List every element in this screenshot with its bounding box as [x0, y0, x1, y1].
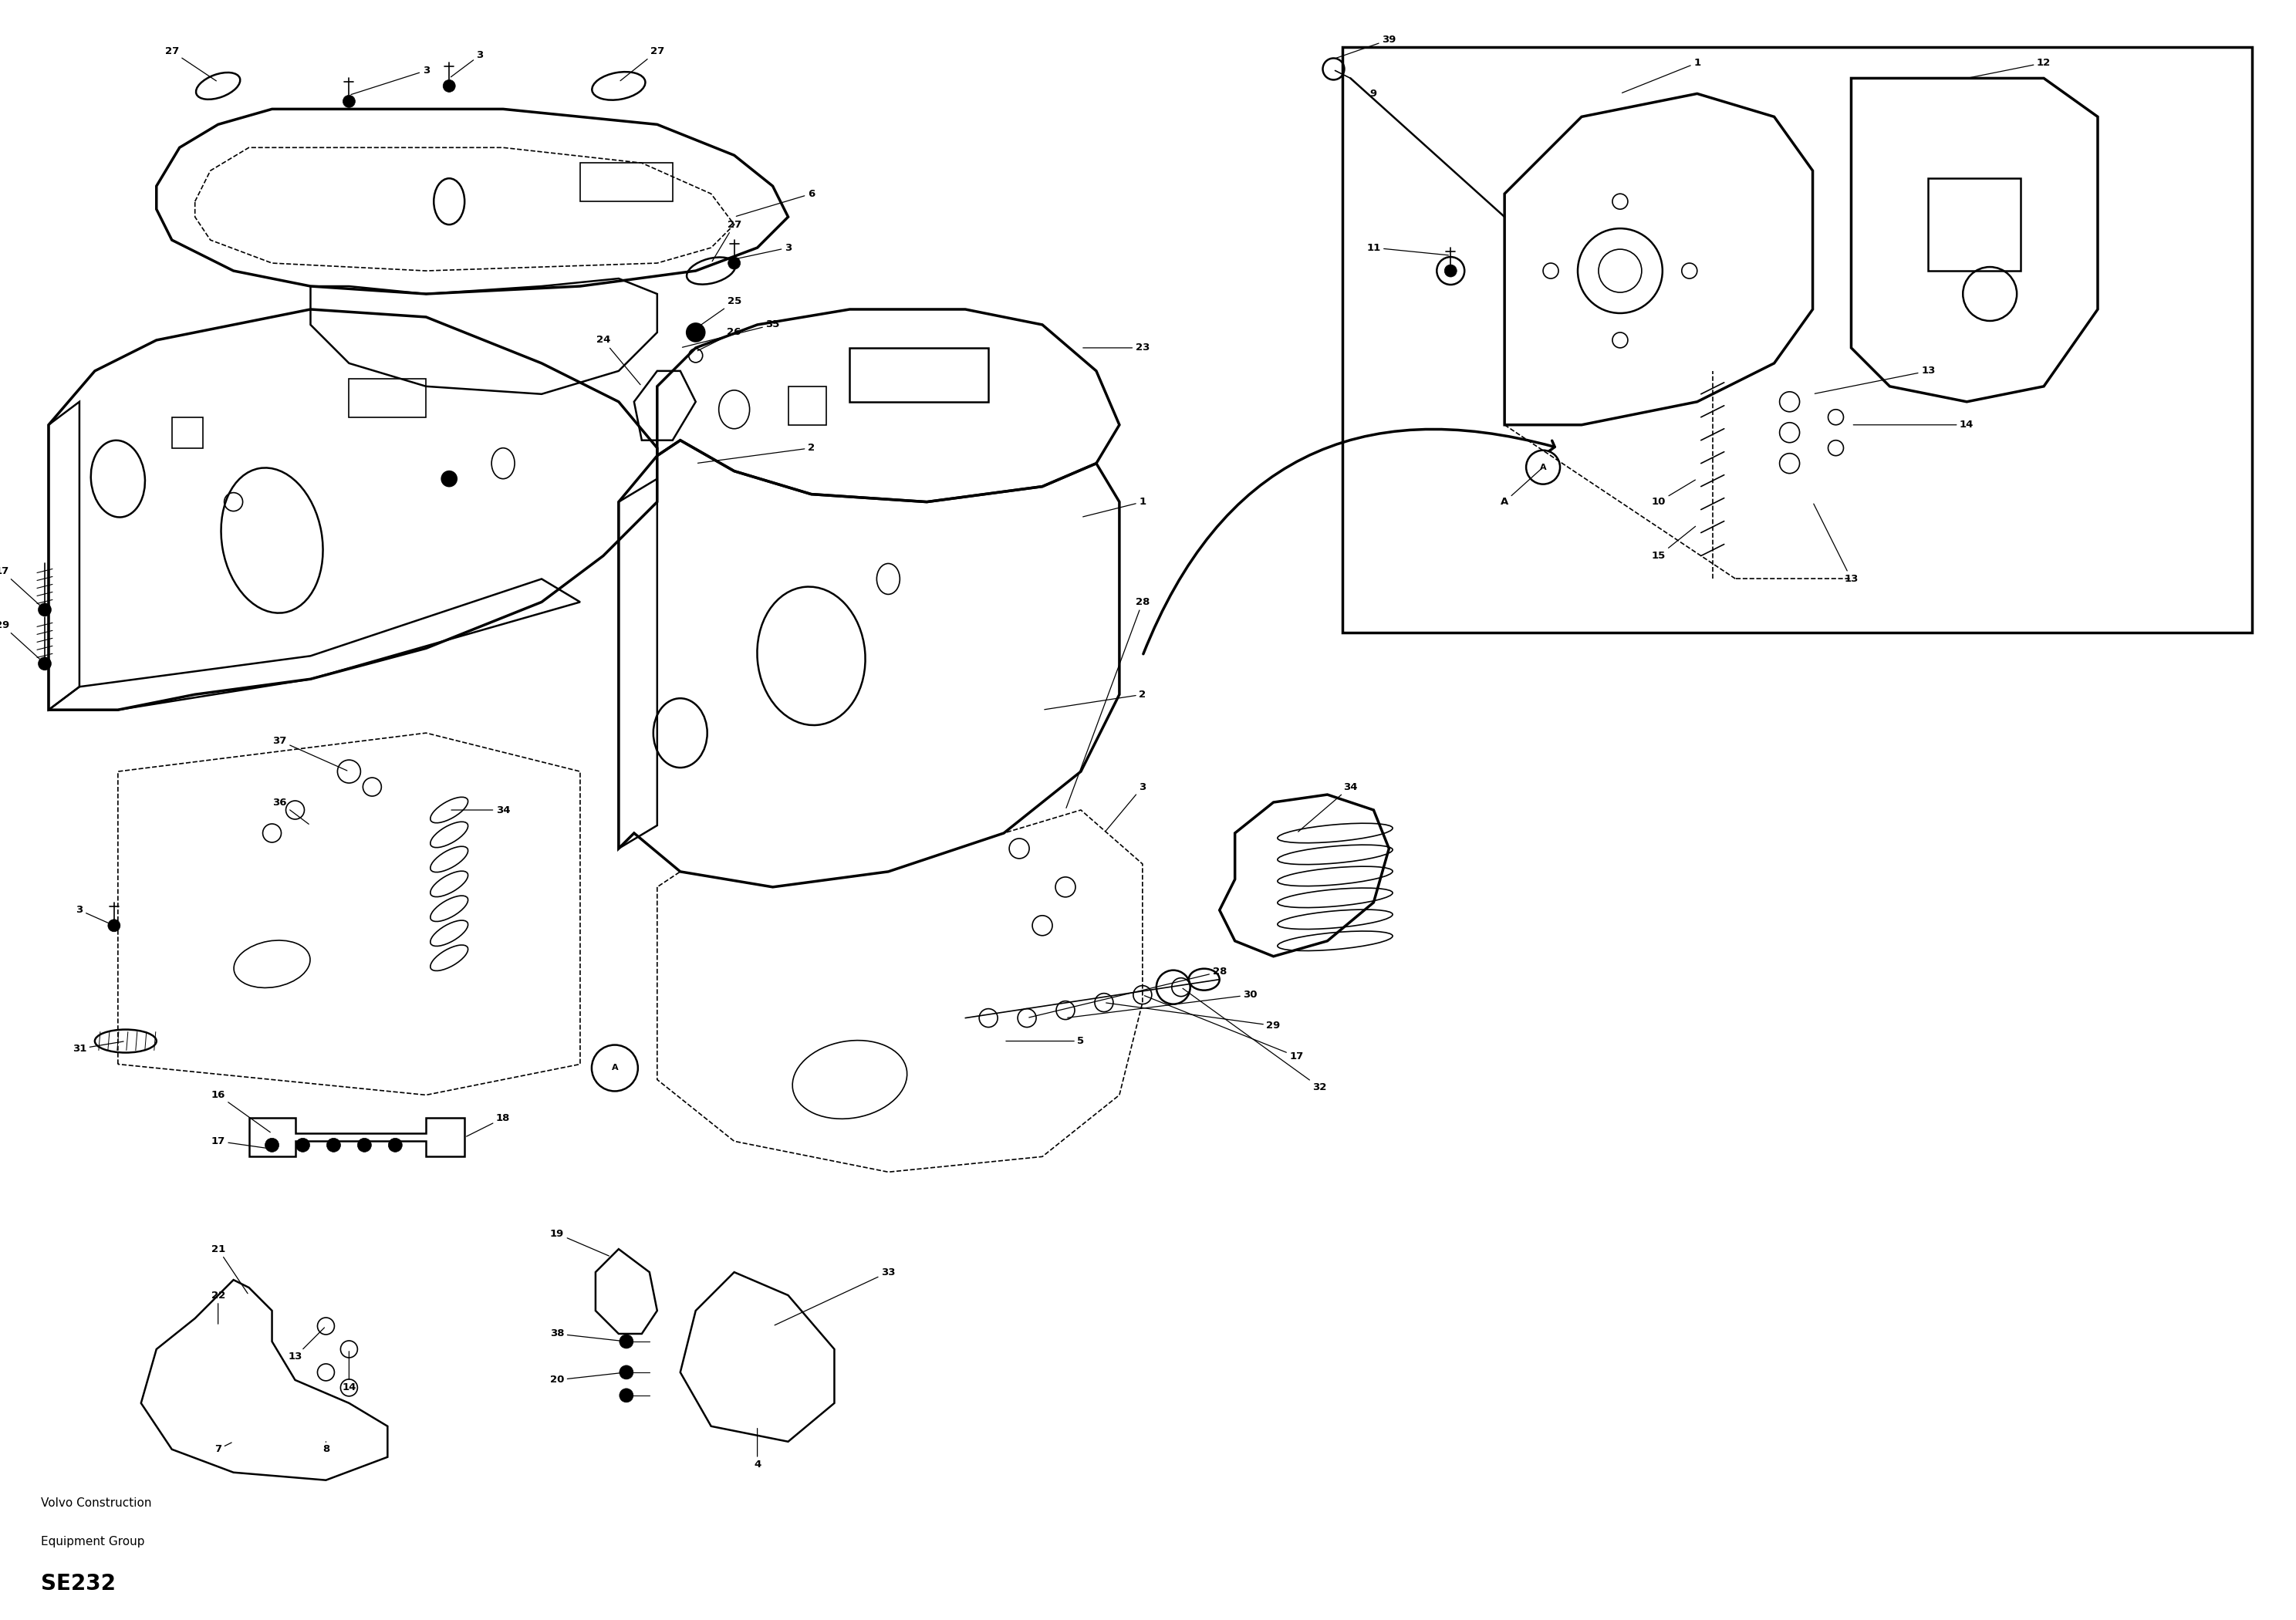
Text: 9: 9	[1371, 89, 1378, 99]
Text: 2: 2	[1045, 690, 1146, 710]
Text: 3: 3	[737, 243, 792, 259]
Text: 30: 30	[1068, 990, 1258, 1017]
Text: 26: 26	[698, 327, 742, 350]
Text: 27: 27	[165, 47, 216, 81]
Text: 14: 14	[1853, 420, 1975, 429]
Text: 3: 3	[1104, 782, 1146, 831]
Circle shape	[1444, 264, 1456, 277]
Circle shape	[441, 471, 457, 486]
Text: 29: 29	[0, 620, 44, 663]
Text: 3: 3	[351, 65, 429, 94]
Text: 34: 34	[1297, 782, 1357, 831]
Text: 24: 24	[597, 335, 641, 384]
Circle shape	[39, 658, 51, 669]
Bar	[349, 379, 427, 418]
Text: 15: 15	[1651, 526, 1694, 561]
Text: 17: 17	[211, 1136, 271, 1149]
Text: 14: 14	[342, 1351, 356, 1393]
Circle shape	[443, 79, 455, 92]
Bar	[788, 386, 827, 424]
Circle shape	[326, 1139, 340, 1152]
Circle shape	[620, 1335, 634, 1348]
Text: 34: 34	[452, 805, 510, 815]
Text: 3: 3	[450, 50, 484, 78]
Circle shape	[728, 258, 739, 269]
Text: 10: 10	[1651, 480, 1694, 507]
Text: Equipment Group: Equipment Group	[41, 1536, 145, 1547]
Text: 27: 27	[620, 47, 664, 81]
Bar	[850, 348, 987, 402]
Text: A: A	[1541, 463, 1548, 471]
Text: 36: 36	[273, 797, 308, 825]
Text: 33: 33	[774, 1267, 895, 1325]
Text: SE232: SE232	[41, 1573, 115, 1596]
Text: 4: 4	[753, 1429, 760, 1469]
Text: 17: 17	[0, 567, 44, 608]
Text: 13: 13	[1814, 366, 1936, 394]
Bar	[581, 164, 673, 201]
Text: 25: 25	[698, 296, 742, 327]
Text: 11: 11	[1366, 243, 1449, 256]
Text: 7: 7	[214, 1442, 232, 1455]
Text: 31: 31	[71, 1042, 124, 1053]
Text: 28: 28	[1065, 598, 1150, 808]
Text: 21: 21	[211, 1244, 248, 1293]
Text: 1: 1	[1621, 58, 1701, 92]
Circle shape	[388, 1139, 402, 1152]
Text: 28: 28	[1029, 967, 1226, 1017]
Bar	[172, 418, 202, 449]
Circle shape	[687, 322, 705, 342]
Bar	[1343, 47, 2252, 633]
Text: 1: 1	[1084, 497, 1146, 517]
Circle shape	[296, 1139, 310, 1152]
Text: 16: 16	[211, 1090, 271, 1132]
Text: 22: 22	[211, 1290, 225, 1324]
Text: 8: 8	[321, 1442, 331, 1455]
Text: 29: 29	[1107, 1003, 1281, 1030]
Text: 27: 27	[712, 220, 742, 261]
Text: Volvo Construction: Volvo Construction	[41, 1497, 152, 1510]
Circle shape	[620, 1366, 634, 1379]
Circle shape	[39, 604, 51, 616]
Text: 35: 35	[682, 319, 781, 347]
Text: 19: 19	[551, 1228, 608, 1256]
Text: 5: 5	[1006, 1037, 1084, 1047]
Text: 13: 13	[1814, 504, 1857, 583]
Text: 3: 3	[76, 906, 113, 925]
Text: 32: 32	[1182, 988, 1327, 1092]
Text: 17: 17	[1143, 996, 1304, 1061]
Text: A: A	[611, 1064, 618, 1072]
Bar	[1929, 178, 2020, 271]
Text: 18: 18	[466, 1113, 510, 1136]
Text: 38: 38	[549, 1328, 625, 1341]
Text: 2: 2	[698, 442, 815, 463]
Circle shape	[108, 920, 119, 932]
Circle shape	[264, 1139, 278, 1152]
Circle shape	[358, 1139, 372, 1152]
Circle shape	[342, 96, 356, 107]
Text: 6: 6	[737, 190, 815, 217]
Text: A: A	[1502, 468, 1541, 507]
Text: 37: 37	[273, 735, 347, 771]
Circle shape	[620, 1388, 634, 1403]
Text: 13: 13	[287, 1328, 324, 1362]
Text: 20: 20	[551, 1372, 625, 1385]
Text: 39: 39	[1336, 34, 1396, 58]
Text: 12: 12	[1970, 58, 2050, 78]
Text: 23: 23	[1084, 343, 1150, 353]
